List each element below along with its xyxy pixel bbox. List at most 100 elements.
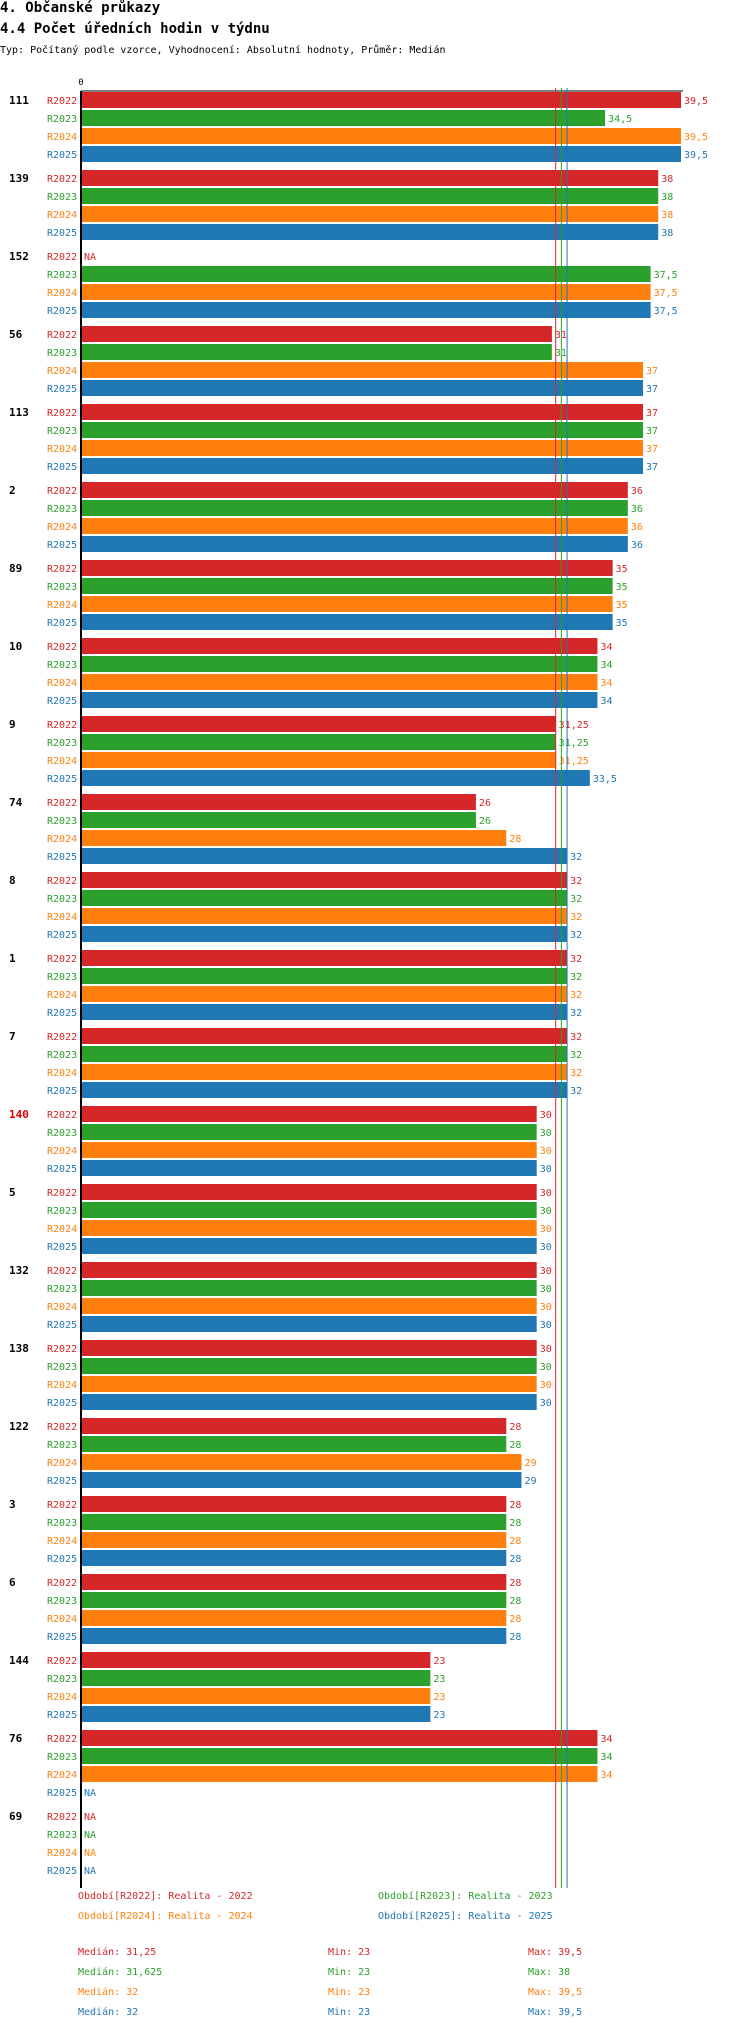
bar-value-label: 32 bbox=[570, 852, 582, 863]
bar-value-label: 30 bbox=[540, 1206, 552, 1217]
series-label: R2024 bbox=[47, 1536, 77, 1547]
bar-value-label: 34 bbox=[600, 1752, 612, 1763]
bar bbox=[81, 794, 476, 810]
bar bbox=[81, 1496, 507, 1512]
series-label: R2023 bbox=[47, 270, 77, 281]
bar-value-label: 30 bbox=[540, 1188, 552, 1199]
bar-value-label: 37,5 bbox=[654, 270, 678, 281]
series-label: R2025 bbox=[47, 228, 77, 239]
bar bbox=[81, 1394, 537, 1410]
bar-value-label: 33,5 bbox=[593, 774, 617, 785]
group-label: 7 bbox=[9, 1030, 16, 1043]
bar bbox=[81, 284, 651, 300]
stat-max: Max: 39,5 bbox=[528, 1987, 582, 1998]
bar-value-label: 30 bbox=[540, 1380, 552, 1391]
bar-value-label: 37 bbox=[646, 366, 658, 377]
group-label: 144 bbox=[9, 1654, 29, 1667]
series-label: R2022 bbox=[47, 252, 77, 263]
bar-value-label: 26 bbox=[479, 798, 491, 809]
series-label: R2025 bbox=[47, 306, 77, 317]
series-label: R2025 bbox=[47, 1164, 77, 1175]
bar-value-label: 32 bbox=[570, 1068, 582, 1079]
bar-value-label: 34,5 bbox=[608, 114, 632, 125]
series-label: R2024 bbox=[47, 990, 77, 1001]
bar bbox=[81, 188, 659, 204]
stat-median: Medián: 31,625 bbox=[78, 1966, 162, 1978]
series-label: R2023 bbox=[47, 426, 77, 437]
series-label: R2024 bbox=[47, 1068, 77, 1079]
bar bbox=[81, 848, 568, 864]
bar bbox=[81, 1418, 507, 1434]
bar bbox=[81, 1064, 568, 1080]
bar-value-label: 28 bbox=[509, 1632, 521, 1643]
stat-median: Medián: 32 bbox=[78, 1986, 138, 1998]
stat-min: Min: 23 bbox=[328, 1947, 370, 1958]
bar-value-label: 32 bbox=[570, 930, 582, 941]
bar-value-label: 30 bbox=[540, 1344, 552, 1355]
bar bbox=[81, 482, 628, 498]
series-label: R2025 bbox=[47, 1398, 77, 1409]
series-label: R2023 bbox=[47, 1674, 77, 1685]
series-label: R2023 bbox=[47, 1206, 77, 1217]
series-label: R2024 bbox=[47, 1224, 77, 1235]
bar-value-label: 37,5 bbox=[654, 306, 678, 317]
bar-value-label: 32 bbox=[570, 1032, 582, 1043]
series-label: R2025 bbox=[47, 1788, 77, 1799]
bar bbox=[81, 536, 628, 552]
series-label: R2022 bbox=[47, 1578, 77, 1589]
bar bbox=[81, 1142, 537, 1158]
bar-value-label: 30 bbox=[540, 1110, 552, 1121]
bar bbox=[81, 1454, 522, 1470]
bar-value-label: 38 bbox=[661, 192, 673, 203]
bar bbox=[81, 266, 651, 282]
group-label: 74 bbox=[9, 796, 23, 809]
bar bbox=[81, 92, 681, 108]
bar bbox=[81, 1340, 537, 1356]
series-label: R2022 bbox=[47, 720, 77, 731]
bar-value-label: NA bbox=[84, 252, 96, 263]
group-label: 8 bbox=[9, 874, 16, 887]
bar bbox=[81, 362, 644, 378]
group-label: 138 bbox=[9, 1342, 29, 1355]
series-label: R2022 bbox=[47, 798, 77, 809]
bar-value-label: 35 bbox=[616, 582, 628, 593]
series-label: R2022 bbox=[47, 330, 77, 341]
bar bbox=[81, 674, 598, 690]
stat-max: Max: 38 bbox=[528, 1967, 570, 1978]
bar bbox=[81, 1202, 537, 1218]
series-label: R2024 bbox=[47, 444, 77, 455]
group-label: 122 bbox=[9, 1420, 29, 1433]
bar-value-label: 30 bbox=[540, 1284, 552, 1295]
series-label: R2023 bbox=[47, 1284, 77, 1295]
bar-value-label: 37 bbox=[646, 444, 658, 455]
bar-value-label: 34 bbox=[600, 1770, 612, 1781]
group-label: 1 bbox=[9, 952, 16, 965]
series-label: R2023 bbox=[47, 114, 77, 125]
bar bbox=[81, 1688, 431, 1704]
bar-value-label: 38 bbox=[661, 174, 673, 185]
series-label: R2023 bbox=[47, 660, 77, 671]
bar-value-label: 36 bbox=[631, 522, 643, 533]
bar-value-label: 30 bbox=[540, 1224, 552, 1235]
series-label: R2023 bbox=[47, 1518, 77, 1529]
stat-median: Medián: 32 bbox=[78, 2006, 138, 2018]
series-label: R2023 bbox=[47, 348, 77, 359]
bar bbox=[81, 404, 644, 420]
bar-value-label: 39,5 bbox=[684, 96, 708, 107]
series-label: R2025 bbox=[47, 930, 77, 941]
series-label: R2024 bbox=[47, 912, 77, 923]
bar bbox=[81, 1472, 522, 1488]
group-label: 140 bbox=[9, 1108, 29, 1121]
bar bbox=[81, 656, 598, 672]
bar bbox=[81, 440, 644, 456]
series-label: R2025 bbox=[47, 462, 77, 473]
bar-value-label: 32 bbox=[570, 1008, 582, 1019]
bar-value-label: NA bbox=[84, 1866, 96, 1877]
bar bbox=[81, 1262, 537, 1278]
group-label: 9 bbox=[9, 718, 16, 731]
bar bbox=[81, 1610, 507, 1626]
bar-value-label: 38 bbox=[661, 228, 673, 239]
series-label: R2025 bbox=[47, 1632, 77, 1643]
bar bbox=[81, 146, 681, 162]
bar-value-label: 28 bbox=[509, 1596, 521, 1607]
